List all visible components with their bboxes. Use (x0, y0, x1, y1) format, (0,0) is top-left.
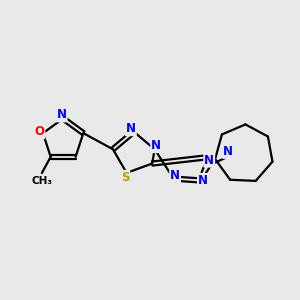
Text: N: N (151, 139, 161, 152)
Text: N: N (57, 109, 67, 122)
Text: N: N (198, 174, 208, 187)
Text: N: N (223, 145, 233, 158)
Text: O: O (34, 125, 44, 138)
Text: N: N (126, 122, 136, 135)
Text: N: N (204, 154, 214, 167)
Text: CH₃: CH₃ (31, 176, 52, 186)
Text: S: S (121, 171, 129, 184)
Text: N: N (170, 169, 180, 182)
